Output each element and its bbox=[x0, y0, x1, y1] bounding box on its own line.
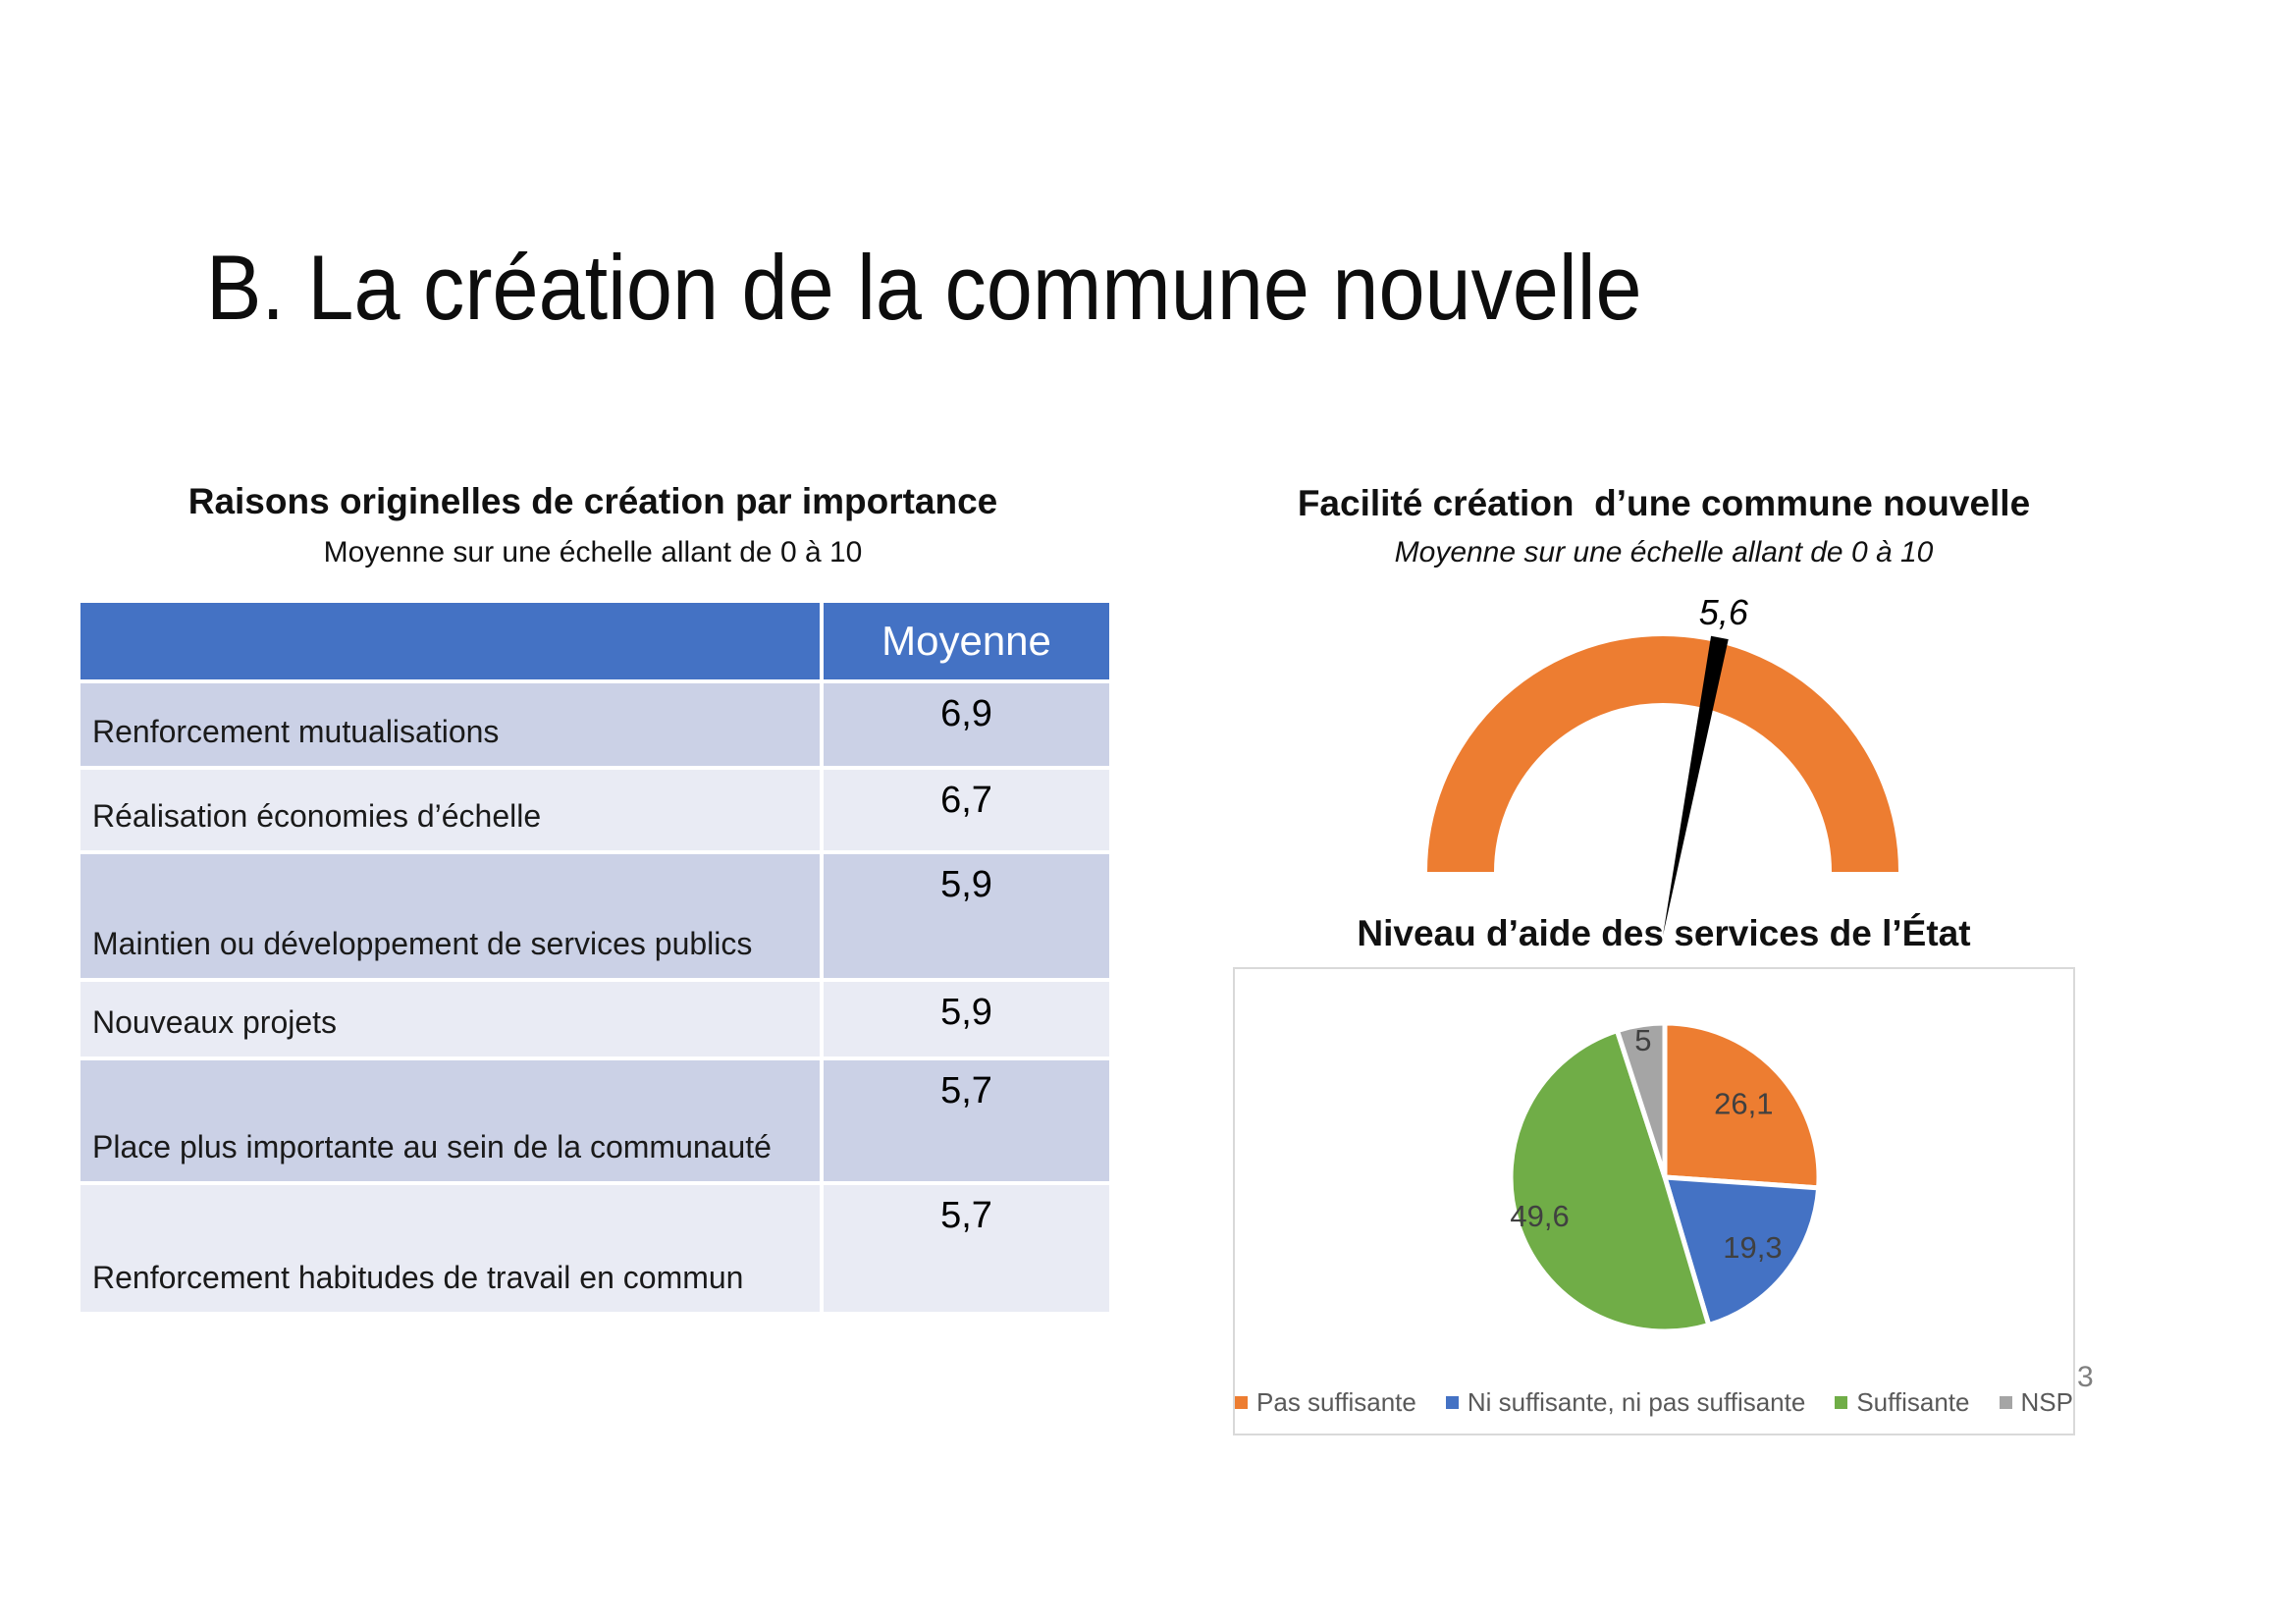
table-row: Place plus importante au sein de la comm… bbox=[77, 1056, 1113, 1185]
pie-title: Niveau d’aide des services de l’État bbox=[1357, 913, 1971, 953]
gauge-title: Facilité création d’une commune nouvelle bbox=[1297, 483, 2031, 523]
legend-swatch-icon bbox=[1235, 1396, 1249, 1409]
gauge-needle bbox=[1663, 635, 1729, 936]
reason-value: 6,9 bbox=[820, 679, 1113, 770]
pie-slice-3 bbox=[1614, 1020, 1668, 1180]
pie-chart: 26,1 19,3 49,6 5 bbox=[1508, 1020, 1822, 1334]
legend-item: Pas suffisante bbox=[1235, 1387, 1416, 1418]
reason-label: Réalisation économies d’échelle bbox=[77, 766, 824, 854]
reason-label: Maintien ou développement de services pu… bbox=[77, 850, 824, 982]
reason-label: Renforcement mutualisations bbox=[77, 679, 824, 770]
legend-label: Pas suffisante bbox=[1256, 1387, 1416, 1417]
table-row: Maintien ou développement de services pu… bbox=[77, 850, 1113, 982]
pie-slice-label-2: 49,6 bbox=[1510, 1199, 1569, 1233]
pie-chart-box: 26,1 19,3 49,6 5 Pas suffisante Ni suffisant… bbox=[1233, 967, 2075, 1435]
table-row: Nouveaux projets 5,9 bbox=[77, 978, 1113, 1060]
reason-label: Place plus importante au sein de la comm… bbox=[77, 1056, 824, 1185]
legend-item: NSP bbox=[1999, 1387, 2073, 1418]
pie-slice-label-1: 19,3 bbox=[1723, 1230, 1782, 1265]
legend-swatch-icon bbox=[1445, 1396, 1459, 1409]
pie-slice-0 bbox=[1662, 1020, 1822, 1191]
pie-slice-2 bbox=[1508, 1028, 1712, 1334]
pie-legend: Pas suffisante Ni suffisante, ni pas suff… bbox=[1235, 1387, 2073, 1418]
legend-item: Suffisante bbox=[1835, 1387, 1970, 1418]
gauge-chart: 5,6 bbox=[1427, 592, 1898, 936]
table-row: Réalisation économies d’échelle 6,7 bbox=[77, 766, 1113, 854]
reason-value: 6,7 bbox=[820, 766, 1113, 854]
reason-value: 5,7 bbox=[820, 1056, 1113, 1185]
page-number: 3 bbox=[2077, 1361, 2094, 1393]
reason-value: 5,7 bbox=[820, 1181, 1113, 1316]
reasons-table-header-row: Moyenne bbox=[77, 599, 1113, 683]
table-row: Renforcement habitudes de travail en com… bbox=[77, 1181, 1113, 1316]
pie-slice-1 bbox=[1662, 1174, 1822, 1327]
reasons-title: Raisons originelles de création par impo… bbox=[187, 481, 998, 521]
legend-label: NSP bbox=[2020, 1387, 2073, 1417]
reasons-table-header-moyenne: Moyenne bbox=[820, 599, 1113, 683]
gauge-arc bbox=[1427, 636, 1898, 873]
pie-slice-label-0: 26,1 bbox=[1714, 1087, 1773, 1121]
reasons-table: Moyenne Renforcement mutualisations 6,9 Ré… bbox=[77, 599, 1113, 1316]
pie-slice-label-3: 5 bbox=[1634, 1023, 1651, 1057]
legend-swatch-icon bbox=[1835, 1396, 1848, 1409]
reason-label: Renforcement habitudes de travail en com… bbox=[77, 1181, 824, 1316]
reasons-table-header-empty bbox=[77, 599, 824, 683]
gauge-subtitle: Moyenne sur une échelle allant de 0 à 10 bbox=[1394, 536, 1934, 568]
reasons-section: Raisons originelles de création par impo… bbox=[77, 481, 1113, 1316]
reasons-table-body: Renforcement mutualisations 6,9 Réalisatio… bbox=[77, 679, 1113, 1316]
legend-label: Ni suffisante, ni pas suffisante bbox=[1467, 1387, 1806, 1417]
table-row: Renforcement mutualisations 6,9 bbox=[77, 679, 1113, 770]
gauge-value-label: 5,6 bbox=[1699, 592, 1749, 632]
legend-swatch-icon bbox=[1999, 1396, 2012, 1409]
gauge-section: Facilité création d’une commune nouvelle… bbox=[1233, 483, 2095, 569]
reason-value: 5,9 bbox=[820, 978, 1113, 1060]
reason-value: 5,9 bbox=[820, 850, 1113, 982]
slide-title: B. La création de la commune nouvelle bbox=[206, 236, 1642, 339]
reasons-subtitle: Moyenne sur une échelle allant de 0 à 10 bbox=[323, 536, 863, 568]
reason-label: Nouveaux projets bbox=[77, 978, 824, 1060]
legend-item: Ni suffisante, ni pas suffisante bbox=[1445, 1387, 1806, 1418]
legend-label: Suffisante bbox=[1856, 1387, 1970, 1417]
